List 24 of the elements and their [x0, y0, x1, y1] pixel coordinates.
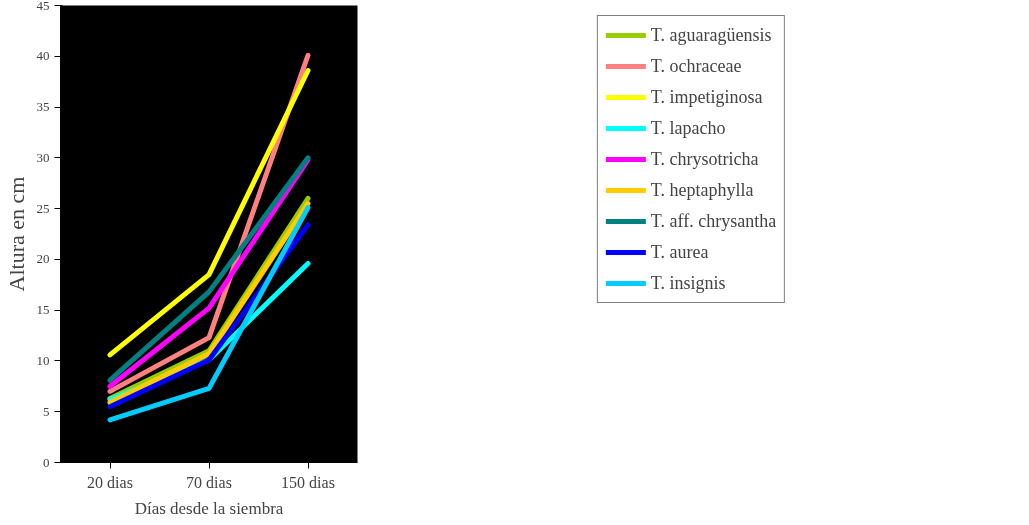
y-tick-label: 45: [36, 0, 50, 13]
y-tick-label: 35: [36, 99, 50, 115]
legend-label: T. ochraceae: [650, 55, 742, 77]
y-tick-label: 40: [36, 48, 50, 64]
legend-label: T. insignis: [650, 272, 726, 294]
legend-label: T. heptaphylla: [650, 179, 754, 201]
x-tick-label: 70 dias: [186, 473, 232, 491]
legend-label: T. lapacho: [650, 117, 726, 139]
x-tick-label: 20 dias: [87, 473, 133, 491]
legend-label: T. chrysotricha: [650, 148, 759, 170]
x-axis-title: Días desde la siembra: [134, 498, 284, 518]
legend-label: T. impetiginosa: [650, 86, 763, 108]
y-tick-label: 30: [36, 149, 50, 165]
legend-label: T. aff. chrysantha: [650, 210, 777, 232]
legend-label: T. aguaragüensis: [650, 24, 772, 46]
y-tick-label: 5: [43, 403, 50, 419]
y-axis-title: Altura en cm: [3, 176, 29, 292]
y-tick-label: 25: [36, 200, 50, 216]
y-tick-label: 0: [43, 454, 50, 470]
legend-label: T. aurea: [650, 241, 709, 263]
y-tick-label: 20: [36, 251, 50, 267]
y-tick-label: 10: [36, 352, 50, 368]
x-tick-label: 150 dias: [281, 473, 335, 491]
y-tick-label: 15: [36, 302, 50, 318]
